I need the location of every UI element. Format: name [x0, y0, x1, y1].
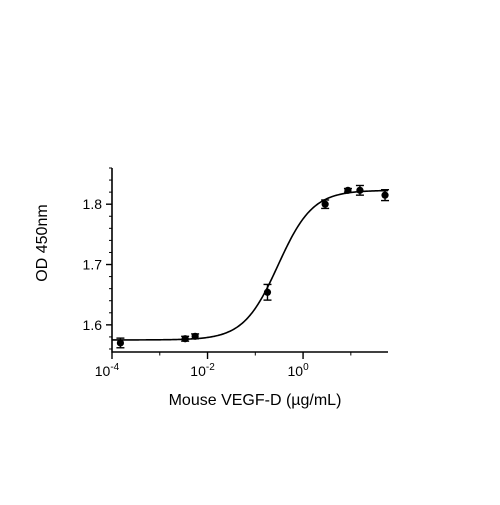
x-tick-label-2: 100 [287, 362, 309, 379]
y-tick-label-1: 1.7 [83, 257, 103, 273]
y-tick-label-0: 1.6 [83, 317, 103, 333]
y-axis-title: OD 450nm [34, 204, 51, 281]
data-point-7 [381, 191, 389, 199]
fit-curve-group [112, 189, 389, 341]
data-points-group [116, 184, 390, 349]
x-tick-label-1: 10-2 [190, 362, 215, 379]
x-tick-exponent-1: -2 [206, 362, 215, 373]
x-axis-title: Mouse VEGF-D (µg/mL) [169, 392, 342, 409]
axes-group [106, 167, 388, 359]
x-tick-exponent-0: -4 [110, 362, 119, 373]
data-point-4 [321, 200, 329, 208]
y-tick-label-2: 1.8 [83, 196, 103, 212]
fit-curve [112, 189, 389, 341]
data-point-0 [116, 339, 125, 347]
data-point-5 [344, 186, 352, 194]
data-point-6 [356, 186, 364, 194]
x-tick-label-0: 10-4 [95, 362, 120, 379]
data-point-3 [263, 288, 272, 296]
data-point-2 [191, 332, 199, 340]
data-point-1 [181, 335, 189, 343]
x-tick-exponent-2: 0 [303, 362, 309, 373]
